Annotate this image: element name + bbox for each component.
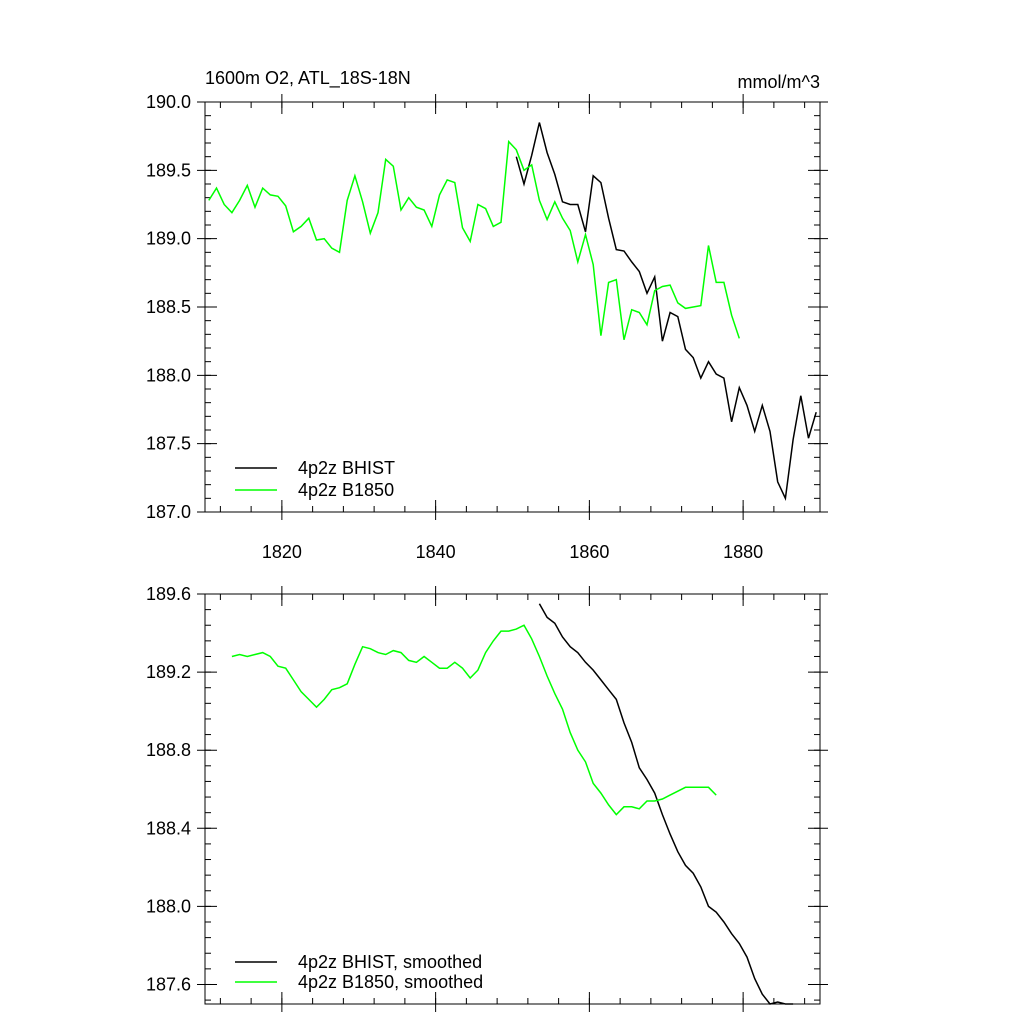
panel: 1600m O2, ATL_18S-18N mmol/m^3 1820 1840 186…: [146, 68, 828, 562]
y-tick-label: 188.8: [146, 740, 191, 760]
chart-title: 1600m O2, ATL_18S-18N: [205, 68, 411, 89]
y-tick-label: 187.0: [146, 502, 191, 522]
legend-label: 4p2z B1850, smoothed: [298, 972, 483, 992]
y-tick-label: 189.0: [146, 229, 191, 249]
data-line: [208, 139, 741, 340]
x-tick-label: 1860: [569, 542, 609, 562]
legend-label: 4p2z BHIST: [298, 458, 395, 478]
plot-frame: [204, 101, 821, 513]
y-tick-label: 188.0: [146, 896, 191, 916]
y-tick-label: 187.6: [146, 974, 191, 994]
x-tick-label: 1840: [416, 542, 456, 562]
y-tick-label: 188.5: [146, 297, 191, 317]
y-tick-label: 189.2: [146, 662, 191, 682]
data-line: [515, 122, 817, 501]
plot-frame: [204, 593, 821, 1005]
panel: 187.6 188.0 188.4 188.8 189.2 189.6 4p2z BHIST…: [146, 584, 828, 1012]
data-line: [231, 624, 717, 816]
y-tick-label: 189.6: [146, 584, 191, 604]
y-tick-label: 187.5: [146, 434, 191, 454]
y-tick-label: 188.0: [146, 365, 191, 385]
x-tick-label: 1820: [262, 542, 302, 562]
y-tick-label: 188.4: [146, 818, 191, 838]
x-tick-label: 1880: [723, 542, 763, 562]
data-line: [538, 603, 794, 1005]
y-tick-label: 190.0: [146, 92, 191, 112]
legend-label: 4p2z BHIST, smoothed: [298, 952, 482, 972]
legend-label: 4p2z B1850: [298, 480, 394, 500]
y-tick-label: 189.5: [146, 160, 191, 180]
units-label: mmol/m^3: [738, 72, 820, 92]
